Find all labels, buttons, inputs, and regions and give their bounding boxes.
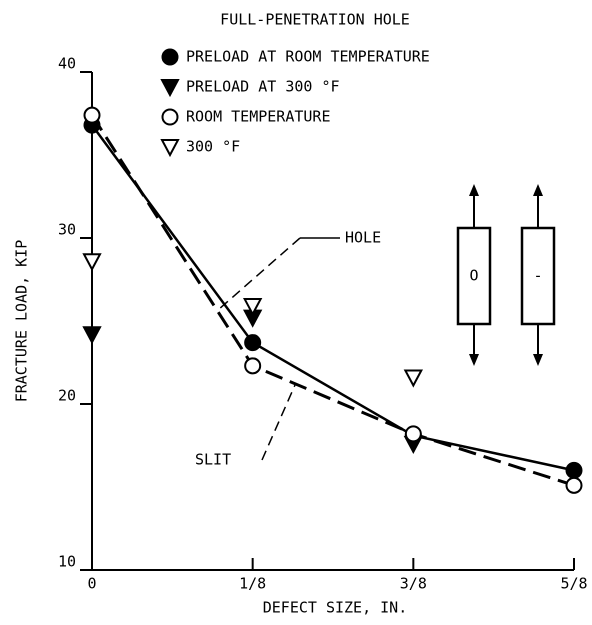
x-tick-label: 3/8 (400, 575, 427, 593)
marker (403, 369, 423, 388)
annotation: O (469, 267, 478, 285)
legend-marker (161, 48, 179, 66)
marker (243, 298, 263, 317)
annotation: HOLE (345, 229, 381, 247)
marker (83, 106, 101, 124)
legend-marker (160, 139, 180, 158)
legend-marker (161, 108, 179, 126)
legend-label: PRELOAD AT ROOM TEMPERATURE (186, 48, 430, 66)
marker (244, 357, 262, 375)
x-tick-label: 5/8 (560, 575, 587, 593)
y-axis-label: FRACTURE LOAD, KIP (13, 240, 31, 403)
marker (244, 334, 262, 352)
y-tick-label: 10 (58, 553, 76, 571)
marker (565, 461, 583, 479)
x-tick-label: 0 (87, 575, 96, 593)
arrow-heads (469, 184, 543, 366)
marker (404, 425, 422, 443)
y-tick-label: 40 (58, 55, 76, 73)
marker (565, 476, 583, 494)
y-tick-label: 20 (58, 387, 76, 405)
legend-label: ROOM TEMPERATURE (186, 108, 331, 126)
hole-leader (217, 237, 301, 311)
annotation: - (533, 267, 542, 285)
marker (82, 326, 102, 345)
annotation: SLIT (195, 451, 231, 469)
chart-title: FULL-PENETRATION HOLE (220, 11, 410, 29)
legend-label: PRELOAD AT 300 °F (186, 78, 340, 96)
y-tick-label: 30 (58, 221, 76, 239)
x-axis-label: DEFECT SIZE, IN. (263, 599, 408, 617)
series-line (90, 124, 575, 472)
load-arrows (473, 192, 539, 358)
x-tick-label: 1/8 (239, 575, 266, 593)
legend-label: 300 °F (186, 138, 240, 156)
series-line (90, 114, 575, 487)
legend-marker (160, 79, 180, 98)
slit-leader (261, 384, 296, 461)
marker (82, 253, 102, 272)
